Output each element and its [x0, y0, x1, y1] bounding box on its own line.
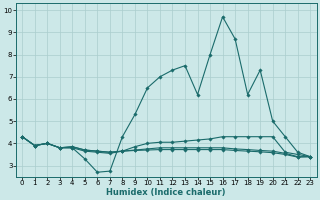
X-axis label: Humidex (Indice chaleur): Humidex (Indice chaleur): [107, 188, 226, 197]
